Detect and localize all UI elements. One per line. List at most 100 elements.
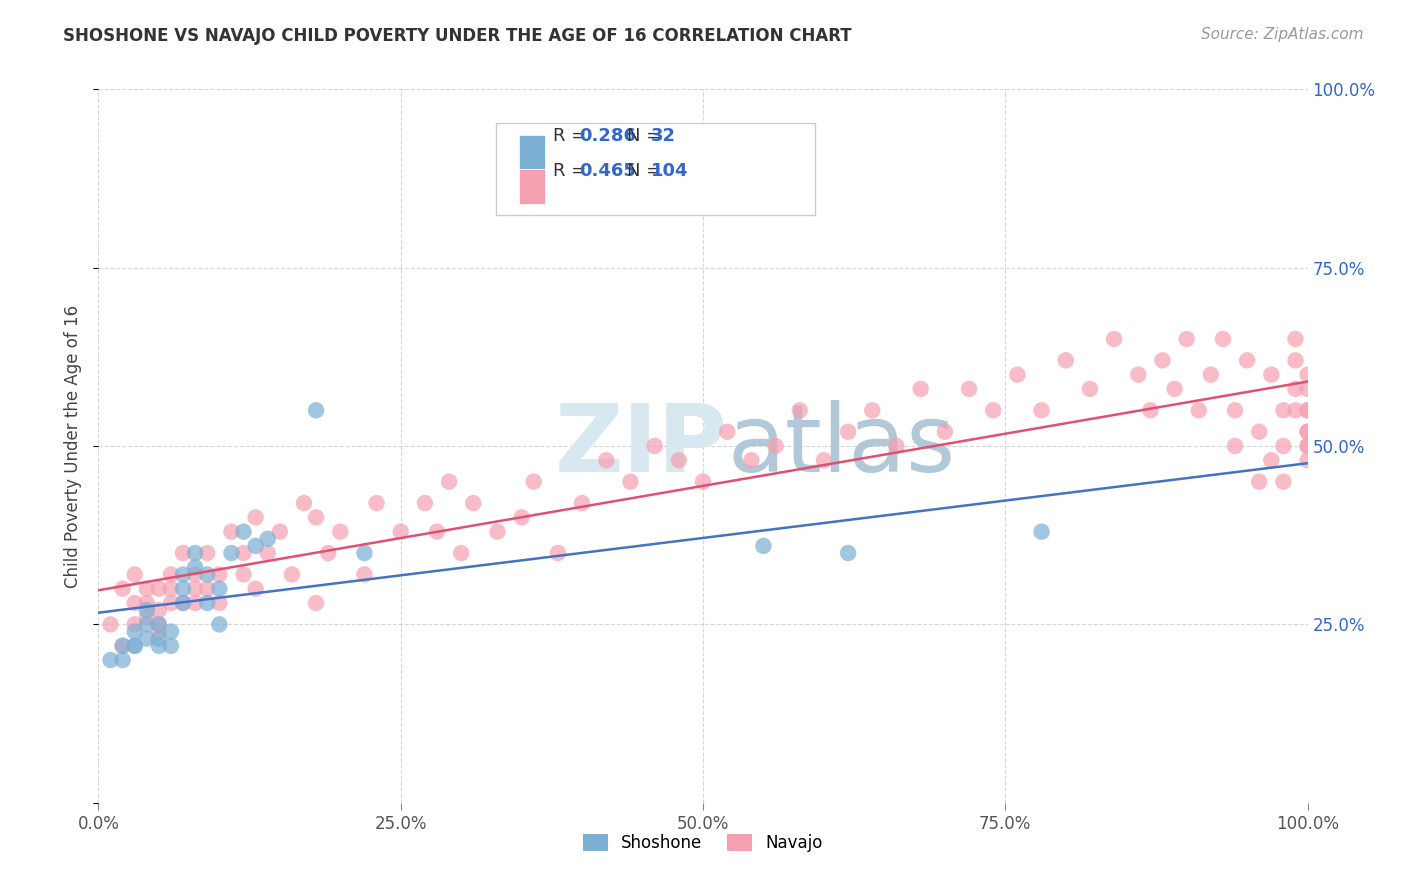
Point: [957, 382, 980, 396]
Point: [1284, 382, 1306, 396]
Point: [195, 582, 218, 596]
Point: [1152, 353, 1174, 368]
Point: [245, 582, 267, 596]
Point: [765, 439, 787, 453]
Text: 0.286: 0.286: [579, 128, 636, 145]
Point: [329, 524, 352, 539]
Point: [668, 453, 690, 467]
Point: [1260, 453, 1282, 467]
Point: [1078, 382, 1101, 396]
Point: [1175, 332, 1198, 346]
Text: N =: N =: [627, 162, 666, 180]
Point: [232, 567, 254, 582]
Point: [510, 510, 533, 524]
Point: [100, 617, 122, 632]
Point: [195, 546, 218, 560]
Point: [571, 496, 593, 510]
Point: [353, 546, 375, 560]
Text: ZIP: ZIP: [554, 400, 727, 492]
Point: [1031, 403, 1053, 417]
Point: [692, 475, 714, 489]
Point: [172, 567, 194, 582]
Point: [437, 475, 460, 489]
Point: [1272, 475, 1295, 489]
Point: [232, 546, 254, 560]
Point: [1296, 453, 1319, 467]
Point: [1128, 368, 1150, 382]
Point: [1236, 353, 1258, 368]
Point: [426, 524, 449, 539]
Point: [124, 639, 146, 653]
Text: SHOSHONE VS NAVAJO CHILD POVERTY UNDER THE AGE OF 16 CORRELATION CHART: SHOSHONE VS NAVAJO CHILD POVERTY UNDER T…: [63, 27, 852, 45]
Point: [124, 596, 146, 610]
Point: [111, 639, 134, 653]
Point: [886, 439, 908, 453]
Point: [486, 524, 509, 539]
Point: [184, 546, 207, 560]
Point: [1199, 368, 1222, 382]
Point: [135, 603, 157, 617]
Point: [305, 403, 328, 417]
Point: [837, 546, 859, 560]
Point: [1249, 475, 1271, 489]
Point: [172, 546, 194, 560]
Point: [172, 582, 194, 596]
Text: 32: 32: [651, 128, 676, 145]
Point: [1296, 439, 1319, 453]
Point: [1284, 403, 1306, 417]
Point: [208, 567, 231, 582]
Point: [124, 639, 146, 653]
Text: N =: N =: [627, 128, 666, 145]
Point: [148, 632, 170, 646]
Point: [1296, 425, 1319, 439]
Point: [184, 596, 207, 610]
Point: [450, 546, 472, 560]
Point: [256, 532, 278, 546]
Point: [124, 567, 146, 582]
Point: [910, 382, 932, 396]
Point: [232, 524, 254, 539]
Point: [148, 639, 170, 653]
Point: [208, 596, 231, 610]
Point: [245, 539, 267, 553]
Point: [135, 617, 157, 632]
Point: [124, 624, 146, 639]
Point: [813, 453, 835, 467]
Point: [245, 510, 267, 524]
Point: [135, 596, 157, 610]
Point: [160, 582, 183, 596]
Point: [1284, 353, 1306, 368]
Point: [111, 653, 134, 667]
Point: [184, 567, 207, 582]
Point: [184, 582, 207, 596]
Point: [1296, 403, 1319, 417]
Point: [934, 425, 956, 439]
Point: [619, 475, 641, 489]
Point: [837, 425, 859, 439]
Point: [1296, 403, 1319, 417]
Point: [860, 403, 883, 417]
Point: [100, 653, 122, 667]
Point: [256, 546, 278, 560]
Point: [1284, 332, 1306, 346]
Point: [208, 617, 231, 632]
Point: [160, 567, 183, 582]
Point: [111, 639, 134, 653]
Point: [135, 632, 157, 646]
Point: [1249, 425, 1271, 439]
Y-axis label: Child Poverty Under the Age of 16: Child Poverty Under the Age of 16: [65, 304, 83, 588]
Point: [135, 582, 157, 596]
Point: [172, 596, 194, 610]
Point: [740, 453, 762, 467]
Legend: Shoshone, Navajo: Shoshone, Navajo: [576, 827, 830, 859]
Point: [595, 453, 617, 467]
Point: [160, 596, 183, 610]
Text: atlas: atlas: [727, 400, 956, 492]
Point: [644, 439, 666, 453]
Text: Source: ZipAtlas.com: Source: ZipAtlas.com: [1201, 27, 1364, 42]
Point: [292, 496, 315, 510]
Point: [221, 524, 243, 539]
Point: [752, 539, 775, 553]
Text: R =: R =: [553, 128, 592, 145]
Point: [172, 596, 194, 610]
